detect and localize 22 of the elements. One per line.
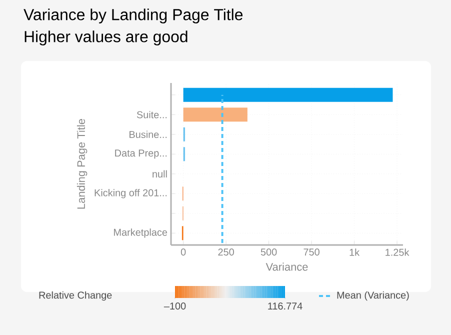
y-tick-label: Suite...	[136, 110, 167, 118]
y-tick-label: Busine...	[130, 130, 167, 138]
x-axis-title: Variance	[266, 262, 308, 271]
y-tick-label: Marketplace	[114, 228, 168, 238]
x-tick-label: 1k	[350, 248, 360, 256]
x-tick-label: 500	[260, 248, 277, 256]
x-tick-label: 250	[218, 248, 234, 256]
color-bar-title: Relative Change	[39, 291, 112, 301]
legend-label: Mean (Variance)	[337, 291, 409, 301]
y-tick-label: null	[152, 170, 167, 178]
bar	[183, 88, 393, 102]
chart-subtitle: Higher values are good	[24, 30, 188, 46]
y-tick-label: Kicking off 201...	[94, 188, 167, 198]
y-axis-title: Landing Page Title	[76, 119, 88, 209]
color-bar-label: –100	[164, 302, 186, 310]
x-tick-label: 750	[304, 248, 320, 256]
x-tick-label: 0	[180, 248, 186, 256]
chart-title: Variance by Landing Page Title	[24, 8, 243, 24]
bar	[183, 108, 248, 122]
y-tick-label: Data Prep...	[115, 150, 167, 159]
color-bar-label: 116.774	[268, 302, 302, 310]
x-tick-label: 1.25k	[386, 248, 410, 256]
